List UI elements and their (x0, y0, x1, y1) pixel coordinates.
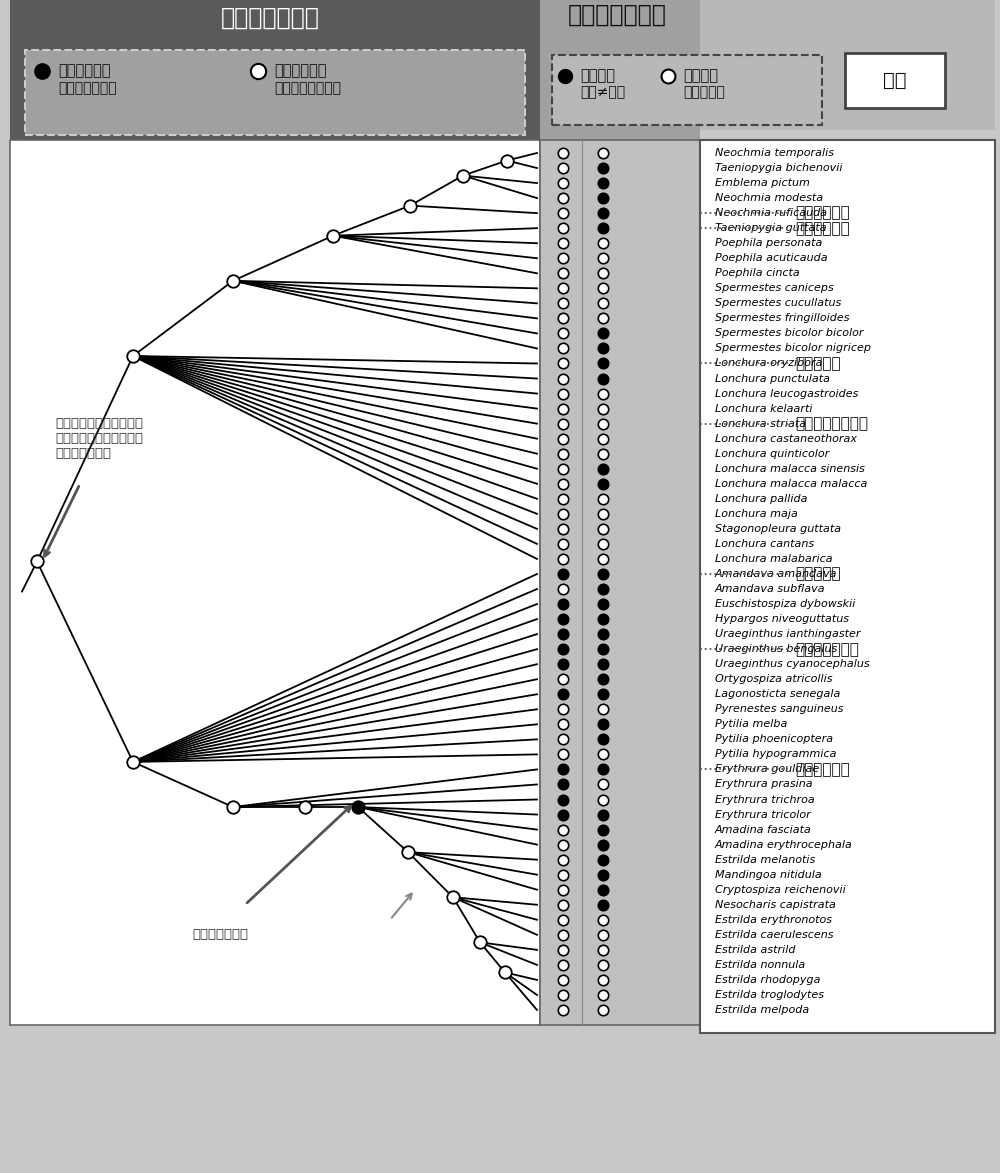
Text: たと推定される: たと推定される (55, 447, 111, 460)
Text: セイキチョウ属: セイキチョウ属 (795, 642, 859, 657)
Text: メスの歌の進化: メスの歌の進化 (221, 6, 319, 30)
Text: Pyrenestes sanguineus: Pyrenestes sanguineus (715, 704, 844, 714)
Text: Uraeginthus ianthingaster: Uraeginthus ianthingaster (715, 629, 860, 639)
Text: Lonchura striata: Lonchura striata (715, 419, 806, 428)
Text: Lonchura leucogastroides: Lonchura leucogastroides (715, 388, 858, 399)
Text: （雄のみうたう）: （雄のみうたう） (274, 81, 341, 95)
Text: Poephila cincta: Poephila cincta (715, 269, 800, 278)
Text: Erythrura gouldiae: Erythrura gouldiae (715, 765, 819, 774)
Text: Erythrura prasina: Erythrura prasina (715, 780, 813, 789)
Text: Lonchura cantans: Lonchura cantans (715, 538, 814, 549)
Text: のメスが歌を持たなかっ: のメスが歌を持たなかっ (55, 432, 143, 445)
Text: Pytilia phoenicoptera: Pytilia phoenicoptera (715, 734, 833, 745)
Text: Stagonopleura guttata: Stagonopleura guttata (715, 524, 841, 534)
Text: Erythrura tricolor: Erythrura tricolor (715, 809, 811, 820)
Text: Lonchura oryzibora: Lonchura oryzibora (715, 359, 822, 368)
Text: Estrilda astrild: Estrilda astrild (715, 945, 796, 955)
Text: Euschistospiza dybowskii: Euschistospiza dybowskii (715, 599, 855, 609)
Text: Lonchura castaneothorax: Lonchura castaneothorax (715, 434, 857, 443)
Text: Pytilia melba: Pytilia melba (715, 719, 787, 730)
Text: Estrilda melanotis: Estrilda melanotis (715, 855, 815, 865)
Text: Lonchura quinticolor: Lonchura quinticolor (715, 449, 829, 459)
Text: Spermestes cucullatus: Spermestes cucullatus (715, 298, 841, 308)
Text: Emblema pictum: Emblema pictum (715, 178, 810, 188)
FancyBboxPatch shape (25, 50, 525, 135)
Text: Spermestes fringilloides: Spermestes fringilloides (715, 313, 850, 324)
Text: Poephila personata: Poephila personata (715, 238, 822, 249)
Text: Amadina fasciata: Amadina fasciata (715, 825, 812, 834)
Text: Amadina erythrocephala: Amadina erythrocephala (715, 840, 853, 849)
Text: 学名: 学名 (883, 70, 907, 89)
Text: Lonchura kelaarti: Lonchura kelaarti (715, 404, 812, 414)
Bar (845, 53, 945, 108)
Text: Uraeginthus bengalus: Uraeginthus bengalus (715, 644, 837, 655)
Text: Lonchura punctulata: Lonchura punctulata (715, 373, 830, 384)
Text: Spermestes bicolor nigricep: Spermestes bicolor nigricep (715, 344, 871, 353)
Text: Pytilia hypogrammica: Pytilia hypogrammica (715, 750, 836, 759)
Text: Taeniopygia guttata: Taeniopygia guttata (715, 223, 827, 233)
Text: Neochmia ruficauda: Neochmia ruficauda (715, 208, 827, 218)
Text: Ortygospiza atricollis: Ortygospiza atricollis (715, 674, 832, 684)
Text: Mandingoa nitidula: Mandingoa nitidula (715, 869, 822, 880)
Text: コシジロキンパラ: コシジロキンパラ (795, 416, 868, 432)
Bar (540, 0, 700, 140)
Text: Lonchura maja: Lonchura maja (715, 509, 798, 518)
Text: ブンチョウ: ブンチョウ (795, 355, 841, 371)
Text: （雄≠雌）: （雄≠雌） (580, 84, 625, 99)
Text: Hypargos niveoguttatus: Hypargos niveoguttatus (715, 615, 849, 624)
Text: コキンチョウ: コキンチョウ (795, 762, 850, 777)
Bar (10, 0, 540, 140)
Bar (700, 140, 995, 1033)
Text: メスの歌あり: メスの歌あり (58, 63, 110, 79)
Text: Neochmia modesta: Neochmia modesta (715, 194, 823, 203)
Text: Taeniopygia bichenovii: Taeniopygia bichenovii (715, 163, 842, 174)
Text: Nesocharis capistrata: Nesocharis capistrata (715, 900, 836, 910)
Text: Neochmia temporalis: Neochmia temporalis (715, 148, 834, 158)
Text: カエデチョウ科の祖先種: カエデチョウ科の祖先種 (55, 418, 143, 430)
Text: Spermestes caniceps: Spermestes caniceps (715, 284, 834, 293)
Text: Lonchura pallida: Lonchura pallida (715, 494, 808, 504)
Text: 二型あり: 二型あり (580, 68, 615, 83)
Text: Lonchura malacca sinensis: Lonchura malacca sinensis (715, 463, 865, 474)
Text: Amandava amandava: Amandava amandava (715, 569, 838, 579)
Text: 二型なし: 二型なし (683, 68, 718, 83)
Text: （雄＝雌）: （雄＝雌） (683, 84, 725, 99)
Text: Cryptospiza reichenovii: Cryptospiza reichenovii (715, 884, 846, 895)
Text: Estrilda caerulescens: Estrilda caerulescens (715, 930, 834, 940)
Text: Estrilda melpoda: Estrilda melpoda (715, 1005, 809, 1015)
Bar (700, 0, 995, 130)
Bar (10, 140, 540, 1025)
Text: Estrilda rhodopyga: Estrilda rhodopyga (715, 975, 820, 985)
Bar (540, 140, 700, 1025)
Text: Lagonosticta senegala: Lagonosticta senegala (715, 690, 840, 699)
Text: メスの歌なし: メスの歌なし (274, 63, 326, 79)
Text: 羽装の性的二型: 羽装の性的二型 (568, 4, 666, 27)
Text: Poephila acuticauda: Poephila acuticauda (715, 253, 828, 263)
Text: Erythrura trichroa: Erythrura trichroa (715, 794, 815, 805)
Text: Lonchura malabarica: Lonchura malabarica (715, 554, 833, 564)
Text: Lonchura malacca malacca: Lonchura malacca malacca (715, 479, 867, 489)
Text: Estrilda troglodytes: Estrilda troglodytes (715, 990, 824, 999)
Text: Uraeginthus cyanocephalus: Uraeginthus cyanocephalus (715, 659, 870, 669)
Text: Estrilda erythronotos: Estrilda erythronotos (715, 915, 832, 924)
Text: キンカチョウ: キンカチョウ (795, 221, 850, 236)
FancyBboxPatch shape (552, 55, 822, 126)
Text: Spermestes bicolor bicolor: Spermestes bicolor bicolor (715, 328, 864, 339)
Text: Estrilda nonnula: Estrilda nonnula (715, 960, 805, 970)
Text: メスの歌の獲得: メスの歌の獲得 (192, 928, 248, 941)
Text: Amandava subflava: Amandava subflava (715, 584, 826, 594)
Text: （雌雄うたう）: （雌雄うたう） (58, 81, 117, 95)
Text: ベニスズメ: ベニスズメ (795, 567, 841, 582)
Text: コモンチョウ: コモンチョウ (795, 205, 850, 221)
